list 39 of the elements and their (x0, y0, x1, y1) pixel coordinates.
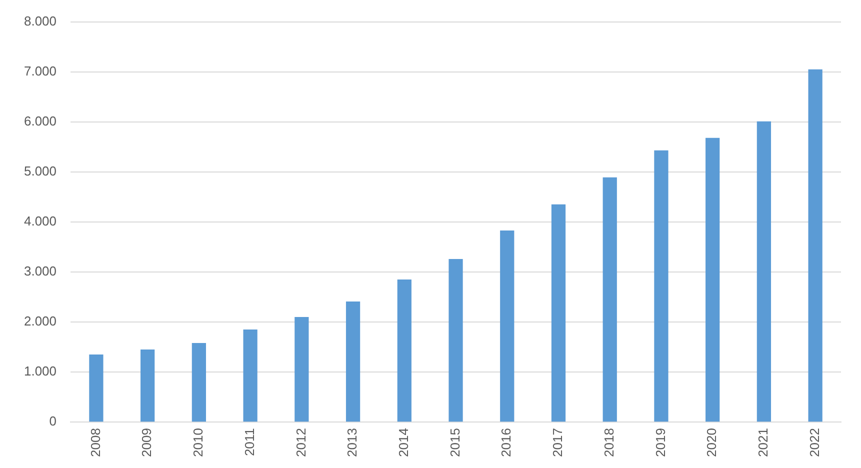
bar (808, 69, 822, 422)
y-tick-label: 1.000 (24, 364, 57, 379)
bar (192, 343, 206, 422)
x-tick-label: 2019 (652, 428, 668, 457)
x-tick-label: 2010 (190, 428, 206, 457)
bar (500, 230, 514, 422)
x-tick-label: 2008 (88, 428, 103, 457)
bar (89, 354, 104, 422)
x-tick-label: 2017 (550, 428, 566, 457)
y-tick-label: 8.000 (24, 13, 57, 28)
x-tick-label: 2011 (242, 428, 257, 456)
x-tick-label: 2013 (344, 428, 360, 457)
x-tick-label: 2022 (806, 428, 822, 457)
y-tick-label: 2.000 (24, 314, 57, 329)
bar (756, 121, 772, 422)
y-tick-label: 5.000 (24, 163, 57, 178)
x-tick-label: 2018 (601, 428, 616, 457)
bar (346, 301, 360, 422)
bar (294, 317, 309, 422)
x-tick-label: 2009 (139, 428, 154, 457)
bar (140, 350, 155, 422)
x-tick-label: 2012 (293, 428, 308, 457)
y-tick-label: 0 (49, 414, 57, 429)
bar (243, 330, 258, 422)
bar (654, 150, 668, 422)
x-tick-label: 2015 (447, 428, 462, 457)
x-tick-label: 2016 (498, 428, 514, 457)
bar (706, 138, 720, 422)
x-tick-label: 2021 (756, 428, 771, 457)
x-tick-label: 2014 (396, 428, 411, 457)
bar (602, 177, 617, 422)
bar (551, 204, 566, 422)
y-tick-label: 4.000 (24, 214, 57, 229)
bar (397, 279, 412, 422)
bar (448, 258, 463, 422)
x-tick-label: 2020 (704, 428, 720, 457)
y-tick-label: 3.000 (24, 264, 57, 279)
y-tick-label: 7.000 (24, 63, 57, 78)
y-tick-label: 6.000 (24, 113, 57, 128)
